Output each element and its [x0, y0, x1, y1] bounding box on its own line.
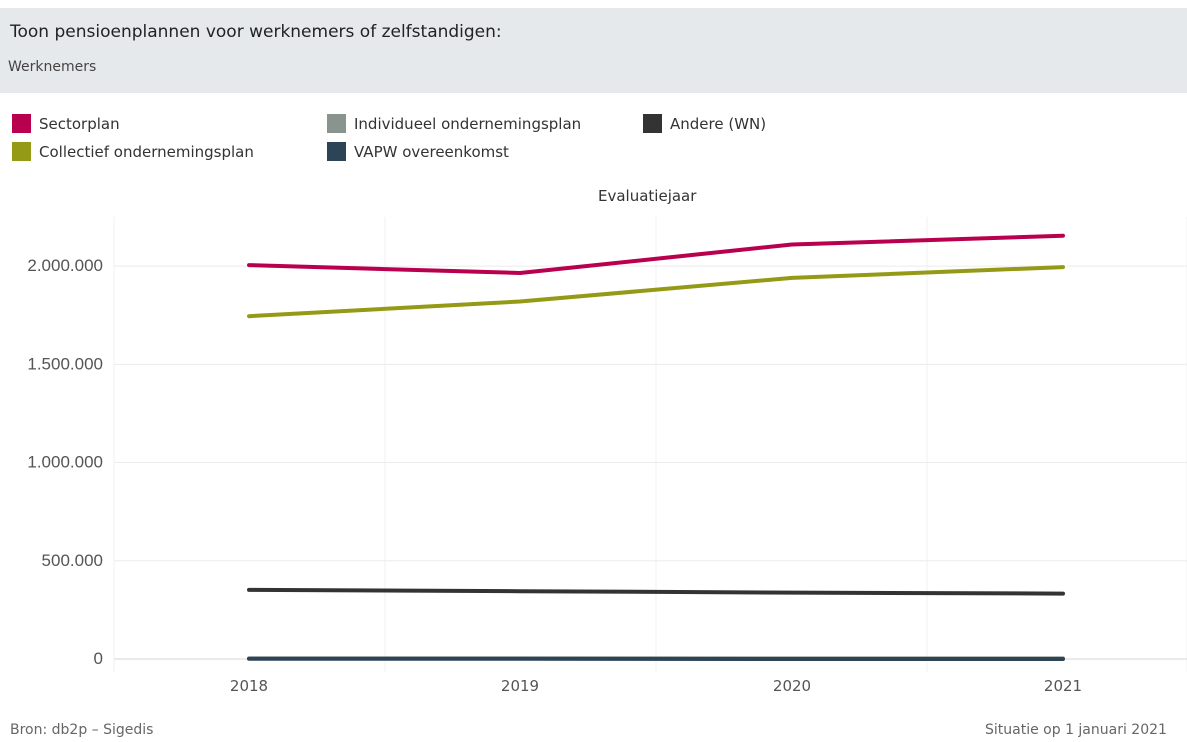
- chart-title: Evaluatiejaar: [598, 187, 697, 205]
- x-tick-label: 2018: [230, 677, 268, 695]
- legend-swatch: [643, 114, 662, 133]
- legend-label: Sectorplan: [39, 114, 120, 133]
- series-line-andere-wn: [247, 587, 1065, 596]
- legend-item-collectief-ondernemingsplan[interactable]: Collectief ondernemingsplan: [12, 142, 254, 161]
- y-tick-label: 1.500.000: [27, 354, 103, 373]
- y-tick-label: 500.000: [42, 551, 103, 570]
- filter-panel: Toon pensioenplannen voor werknemers of …: [0, 8, 1187, 93]
- filter-title: Toon pensioenplannen voor werknemers of …: [10, 22, 502, 42]
- legend-label: Individueel ondernemingsplan: [354, 114, 582, 133]
- series-line-collectief-ondernemingsplan: [247, 265, 1065, 319]
- legend-swatch: [327, 114, 346, 133]
- legend-item-sectorplan[interactable]: Sectorplan: [12, 114, 120, 133]
- y-tick-label: 0: [94, 649, 103, 668]
- series-line-sectorplan: [247, 233, 1065, 275]
- legend-label: Collectief ondernemingsplan: [39, 142, 254, 161]
- chart-legend: Sectorplan Collectief ondernemingsplan I…: [0, 110, 1187, 170]
- x-tick-label: 2019: [501, 677, 539, 695]
- situation-note: Situatie op 1 januari 2021: [985, 722, 1167, 738]
- legend-swatch: [12, 142, 31, 161]
- legend-item-andere-wn[interactable]: Andere (WN): [643, 114, 766, 133]
- legend-item-vapw-overeenkomst[interactable]: VAPW overeenkomst: [327, 142, 509, 161]
- legend-label: Andere (WN): [670, 114, 767, 133]
- legend-swatch: [12, 114, 31, 133]
- x-tick-label: 2021: [1044, 677, 1082, 695]
- filter-dropdown[interactable]: Werknemers: [8, 59, 97, 75]
- source-note: Bron: db2p – Sigedis: [10, 722, 154, 738]
- y-tick-label: 2.000.000: [27, 256, 103, 275]
- legend-swatch: [327, 142, 346, 161]
- legend-label: VAPW overeenkomst: [354, 142, 509, 161]
- y-tick-label: 1.000.000: [27, 453, 103, 472]
- x-tick-label: 2020: [773, 677, 811, 695]
- legend-item-individueel-ondernemingsplan[interactable]: Individueel ondernemingsplan: [327, 114, 581, 133]
